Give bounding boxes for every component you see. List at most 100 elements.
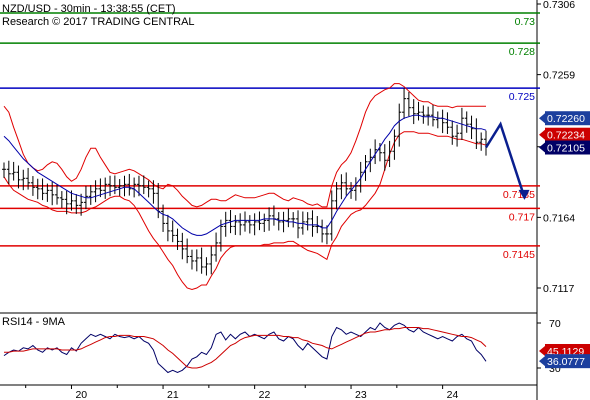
price-bar	[276, 212, 281, 231]
price-bar	[117, 179, 122, 196]
forecast-path	[484, 121, 526, 199]
price-bar	[127, 173, 132, 196]
level-label: 0.717	[509, 211, 535, 223]
price-bar	[286, 208, 291, 228]
price-bar	[353, 177, 358, 201]
price-bar	[455, 124, 460, 147]
price-bar	[310, 210, 315, 237]
rsi-value-tag-pointer	[539, 356, 545, 367]
price-tag-box	[545, 111, 590, 126]
price-bar	[185, 238, 190, 264]
price-bar	[243, 211, 247, 232]
price-bar	[16, 165, 21, 189]
price-bar	[238, 213, 243, 236]
price-axis-label: 0.7117	[543, 283, 574, 295]
moving-average-line	[3, 114, 487, 236]
time-axis: 20 21 22 23 24	[25, 385, 458, 400]
rsi-value-tag-box	[545, 354, 590, 369]
price-bar	[59, 191, 64, 208]
price-bar	[479, 132, 484, 151]
lower-band-line	[3, 131, 487, 291]
price-bar	[209, 246, 214, 275]
price-bar	[426, 106, 431, 126]
price-bar	[440, 109, 445, 134]
level-label: 0.7145	[503, 249, 535, 261]
level-label: 0.728	[509, 46, 535, 58]
price-bar	[247, 215, 252, 234]
price-bar	[358, 161, 363, 193]
price-bar	[421, 105, 426, 124]
price-bar	[252, 213, 257, 236]
rsi-value-tag-pointer	[539, 345, 545, 356]
price-bar	[445, 112, 450, 134]
forecast-arrow-head	[518, 189, 530, 200]
price-bar	[387, 140, 392, 168]
chart-credit: Research © 2017 TRADING CENTRAL	[2, 16, 195, 28]
time-axis-label: 22	[259, 389, 271, 400]
price-bar	[435, 111, 440, 129]
price-bar	[194, 249, 199, 272]
price-axis-label: 0.7164	[543, 212, 575, 224]
price-bar	[98, 178, 103, 198]
price-bar	[93, 180, 98, 203]
forecast-arrow	[484, 121, 530, 200]
rsi-value-tag-label: 36.0777	[547, 356, 585, 368]
price-tag-label: 0.72234	[547, 130, 585, 142]
price-bar	[223, 211, 228, 237]
price-bar	[450, 120, 455, 145]
time-axis-label: 20	[75, 389, 87, 400]
price-bar	[74, 194, 79, 214]
price-bar	[132, 177, 137, 198]
price-bar	[189, 249, 194, 270]
price-bar	[474, 118, 479, 150]
price-tag: 0.72105	[539, 140, 590, 155]
price-bar	[50, 181, 55, 206]
price-bar	[180, 232, 185, 260]
price-bar	[397, 103, 402, 147]
bollinger-bands	[3, 83, 487, 291]
price-bar	[151, 180, 156, 204]
rsi-series-line	[3, 322, 487, 374]
price-bar	[199, 247, 204, 274]
price-bar	[281, 211, 286, 233]
chart-title: NZD/USD - 30min - 13:38:55 (CET)	[2, 3, 176, 15]
price-bar	[339, 174, 344, 200]
price-bar	[79, 193, 84, 216]
price-tag-pointer	[539, 113, 545, 124]
price-bar	[382, 144, 387, 171]
price-tag: 0.72260	[539, 111, 590, 126]
price-bar	[296, 210, 301, 239]
price-bar	[175, 228, 180, 250]
price-bar	[329, 190, 334, 241]
price-bar	[262, 213, 267, 232]
price-tag-box	[545, 127, 590, 142]
price-bar	[2, 162, 6, 178]
price-bar	[344, 172, 349, 196]
price-bar	[30, 176, 35, 196]
price-tag: 0.72234	[539, 127, 590, 142]
price-bar	[334, 182, 339, 210]
rsi-axis-label: 30	[549, 363, 561, 375]
level-label: 0.7185	[503, 189, 535, 201]
price-bar	[6, 160, 11, 185]
price-bar	[392, 129, 397, 160]
upper-band-line	[3, 83, 486, 208]
price-bar	[377, 142, 382, 162]
price-bar	[11, 161, 16, 181]
rsi-series-line	[4, 327, 487, 369]
price-bar	[416, 101, 421, 121]
price-axis-label: 0.7259	[543, 70, 575, 82]
price-bar	[21, 169, 26, 191]
price-axis-label: 0.7306	[543, 0, 575, 11]
price-bar	[233, 215, 238, 235]
level-lines: 0.73 0.728 0.725 0.7185 0.717 0.7145	[0, 12, 540, 261]
chart-frame	[0, 0, 538, 400]
price-bar	[411, 99, 416, 125]
price-bar	[69, 190, 74, 211]
price-bar	[64, 190, 69, 215]
rsi-axis: 70 30	[537, 318, 561, 375]
price-bar	[165, 214, 170, 242]
level-label: 0.73	[515, 16, 536, 28]
